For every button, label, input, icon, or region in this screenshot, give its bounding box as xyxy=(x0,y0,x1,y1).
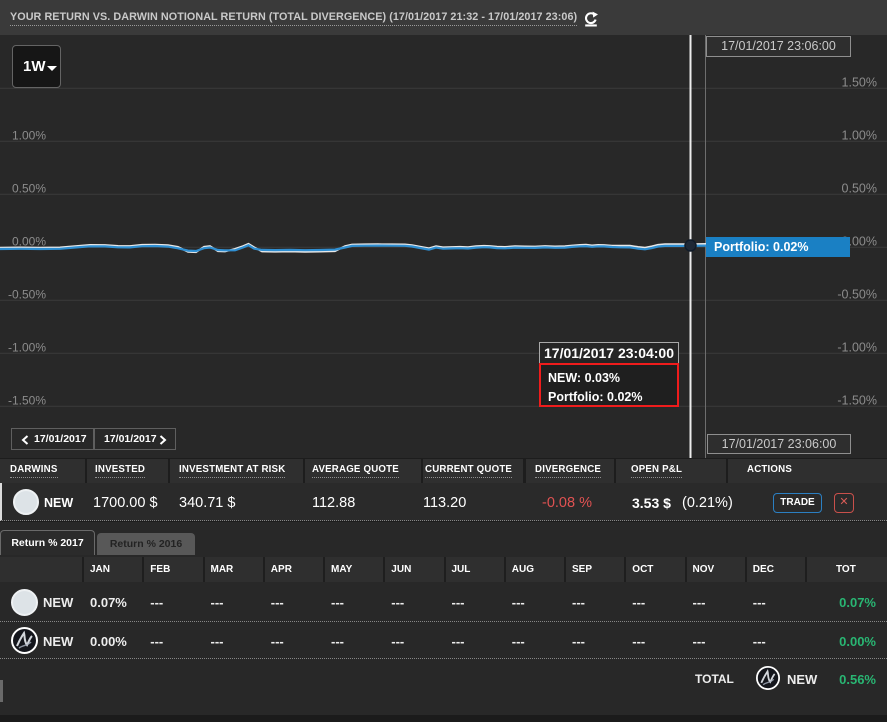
svg-text:1.00%: 1.00% xyxy=(842,129,877,143)
svg-text:0.50%: 0.50% xyxy=(842,182,877,196)
svg-text:-1.50%: -1.50% xyxy=(837,394,877,408)
svg-text:-1.00%: -1.00% xyxy=(837,341,877,355)
svg-text:1.00%: 1.00% xyxy=(12,129,46,143)
svg-text:-0.50%: -0.50% xyxy=(837,288,877,302)
svg-text:-1.00%: -1.00% xyxy=(8,341,46,355)
svg-text:0.50%: 0.50% xyxy=(12,182,46,196)
svg-text:0.00%: 0.00% xyxy=(842,235,877,249)
svg-text:1.50%: 1.50% xyxy=(842,76,877,90)
svg-text:-1.50%: -1.50% xyxy=(8,394,46,408)
svg-text:-0.50%: -0.50% xyxy=(8,288,46,302)
svg-text:0.00%: 0.00% xyxy=(12,235,46,249)
